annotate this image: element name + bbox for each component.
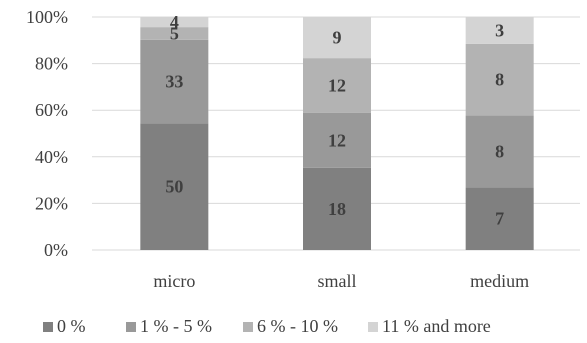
data-label: 33	[165, 72, 183, 92]
bar-segment	[140, 17, 209, 28]
bar-segment	[465, 43, 534, 116]
data-label: 4	[170, 12, 179, 32]
data-label: 3	[495, 20, 504, 40]
data-label: 50	[165, 177, 183, 197]
legend-swatch	[126, 322, 136, 332]
bar-segment	[140, 27, 209, 40]
legend-label: 6 % - 10 %	[257, 316, 338, 336]
legend-swatch	[43, 322, 53, 332]
data-label: 5	[170, 23, 179, 43]
y-tick-label: 100%	[26, 7, 68, 27]
x-category-label: micro	[153, 271, 195, 291]
bar-segment	[140, 39, 209, 124]
y-tick-label: 80%	[35, 54, 68, 74]
legend-label: 1 % - 5 %	[140, 316, 212, 336]
y-tick-label: 0%	[44, 240, 68, 260]
bar-segment	[303, 167, 371, 250]
y-tick-label: 20%	[35, 193, 68, 213]
bar-segment	[140, 123, 209, 250]
legend-swatch	[243, 322, 253, 332]
bar-segment	[465, 187, 534, 250]
bar-segment	[465, 17, 534, 44]
bar-segment	[303, 17, 371, 59]
x-axis: micro small medium	[153, 271, 529, 291]
y-tick-label: 40%	[35, 147, 68, 167]
x-category-label: medium	[470, 271, 529, 291]
y-axis: 0% 20% 40% 60% 80% 100%	[26, 7, 68, 260]
legend-swatch	[368, 322, 378, 332]
y-tick-label: 60%	[35, 100, 68, 120]
bar-segment	[303, 112, 371, 168]
legend-label: 0 %	[57, 316, 86, 336]
data-label: 12	[328, 76, 346, 96]
bar-segment	[303, 58, 371, 113]
bar-segment	[465, 115, 534, 188]
data-labels: 50 33 54 18 12 12 9 7 8 8 3	[165, 12, 504, 229]
data-label: 8	[495, 141, 504, 161]
bars	[140, 17, 534, 250]
data-label: 9	[333, 28, 342, 48]
data-label: 8	[495, 70, 504, 90]
data-label: 18	[328, 199, 346, 219]
legend: 0 % 1 % - 5 % 6 % - 10 % 11 % and more	[43, 316, 491, 336]
legend-label: 11 % and more	[382, 316, 491, 336]
data-label: 7	[495, 209, 504, 229]
x-category-label: small	[318, 271, 357, 291]
data-label: 12	[328, 130, 346, 150]
